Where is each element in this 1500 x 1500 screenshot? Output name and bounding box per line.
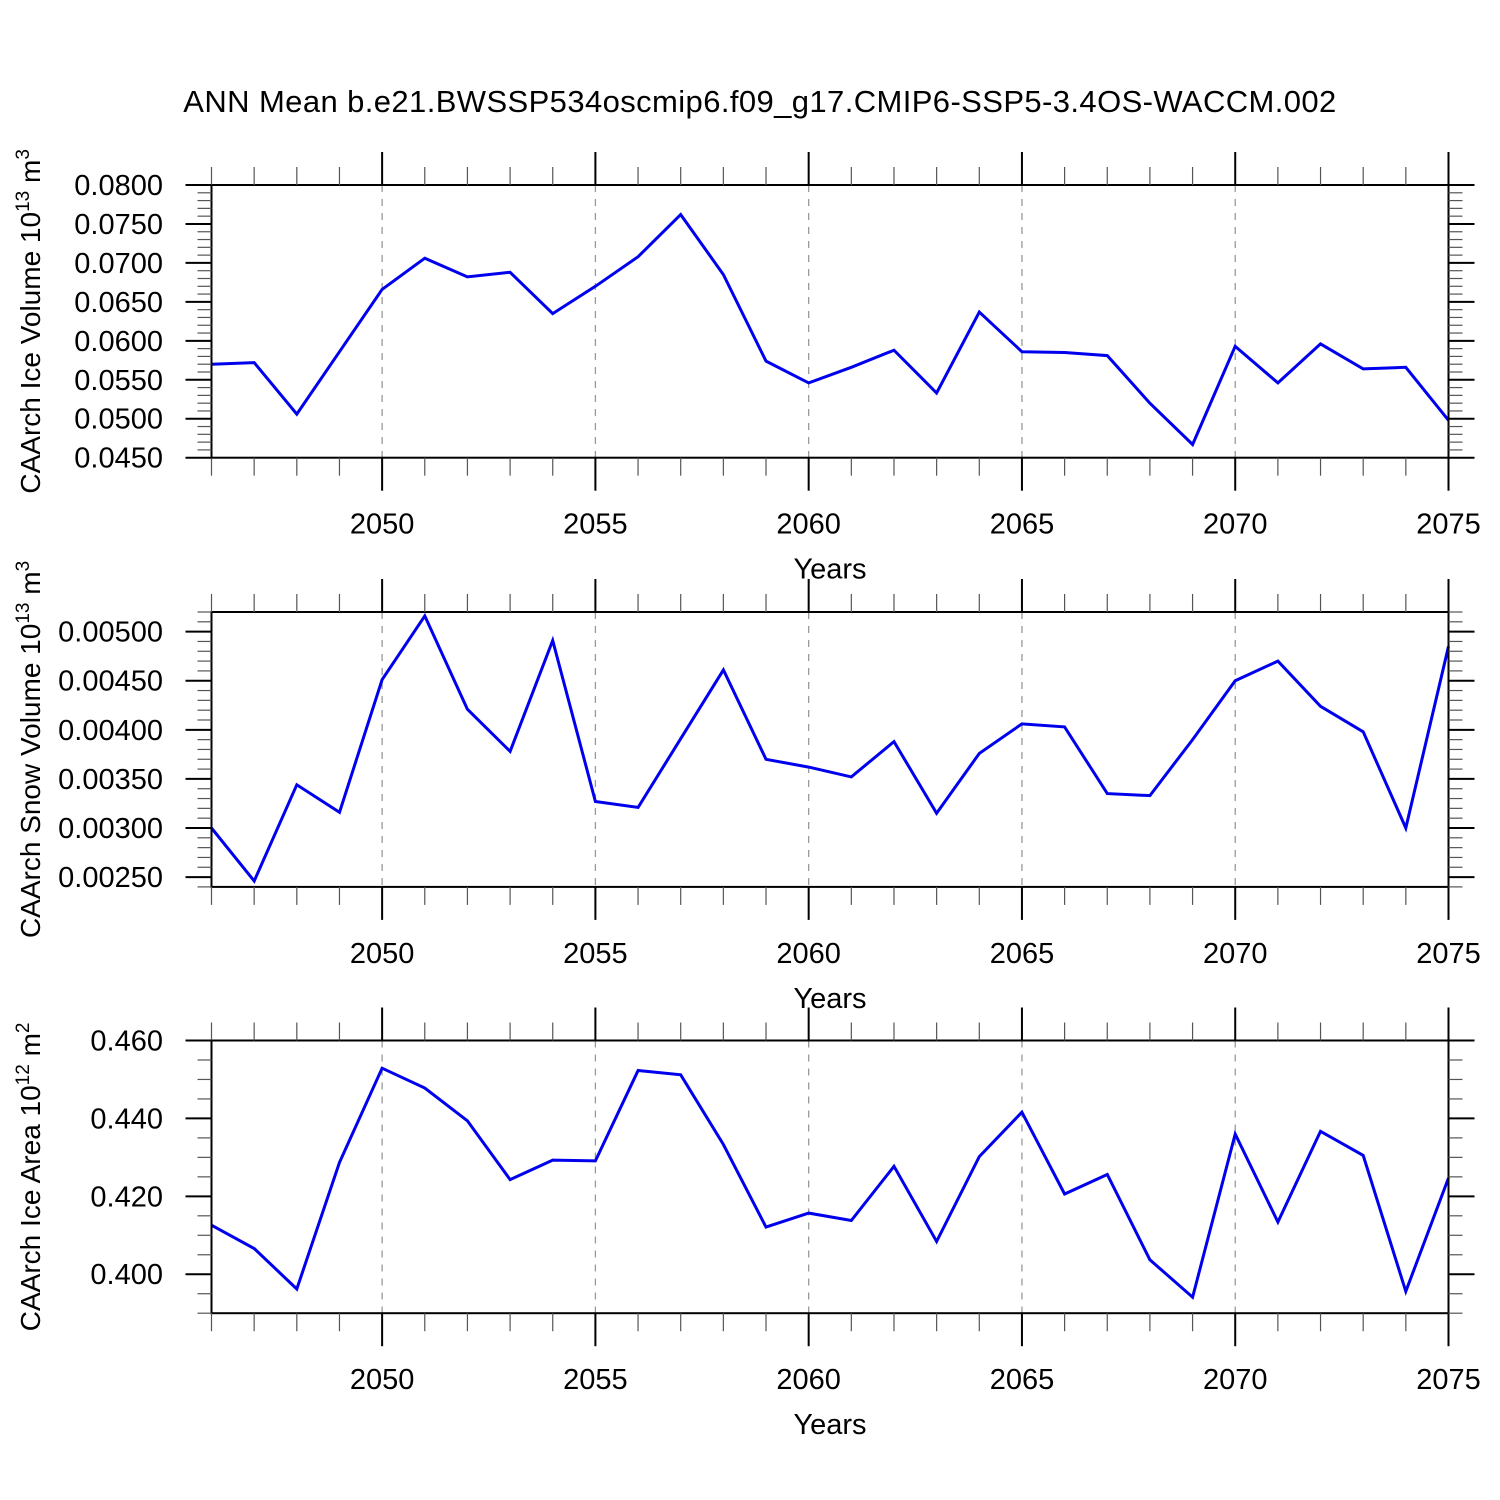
panel-caarch-ice-area: 0.400 0.420 0.440 0.460 2050 2055 2060 2065 2070… bbox=[13, 1007, 1481, 1441]
y-major-ticks bbox=[185, 1039, 1475, 1276]
x-tick-label: 2065 bbox=[990, 1364, 1055, 1396]
x-tick-label: 2050 bbox=[350, 509, 415, 541]
x-tick-label: 2060 bbox=[776, 938, 841, 970]
plot-box bbox=[210, 611, 1450, 888]
y-tick-label: 0.00300 bbox=[58, 813, 163, 845]
y-minor-ticks bbox=[197, 192, 1463, 451]
x-tick-label: 2065 bbox=[990, 509, 1055, 541]
y-major-ticks bbox=[185, 184, 1475, 459]
y-tick-label: 0.0700 bbox=[74, 248, 163, 280]
plot-box bbox=[210, 1039, 1450, 1315]
figure-title: ANN Mean b.e21.BWSSP534oscmip6.f09_g17.C… bbox=[183, 84, 1336, 119]
panels: 0.0450 0.0500 0.0550 0.0600 0.0650 0.0700 0.07… bbox=[13, 149, 1481, 1441]
y-axis-title: CAArch Snow Volume 1013 m3 bbox=[13, 561, 46, 938]
x-minor-ticks bbox=[210, 167, 1407, 476]
panel-caarch-ice-volume: 0.0450 0.0500 0.0550 0.0600 0.0650 0.0700 0.07… bbox=[13, 149, 1481, 586]
y-tick-label: 0.400 bbox=[90, 1259, 163, 1291]
y-major-ticks bbox=[185, 630, 1475, 879]
series-line-caarch-ice-volume bbox=[211, 212, 1450, 448]
x-tick-label: 2075 bbox=[1416, 938, 1481, 970]
x-major-ticks bbox=[381, 579, 1450, 920]
y-tick-label: 0.420 bbox=[90, 1181, 163, 1213]
y-axis-title: CAArch Ice Area 1012 m2 bbox=[13, 1022, 46, 1331]
y-tick-label: 0.460 bbox=[90, 1026, 163, 1058]
x-tick-label: 2065 bbox=[990, 938, 1055, 970]
y-tick-label: 0.00400 bbox=[58, 715, 163, 747]
gridlines bbox=[381, 185, 1236, 458]
y-tick-label: 0.00350 bbox=[58, 764, 163, 796]
panel-caarch-snow-volume: 0.00250 0.00300 0.00350 0.00400 0.00450 0.005… bbox=[13, 561, 1481, 1015]
series-line-caarch-ice-area bbox=[210, 1066, 1450, 1300]
x-tick-label: 2070 bbox=[1203, 938, 1268, 970]
series-line-caarch-snow-volume bbox=[210, 612, 1450, 884]
y-tick-label: 0.0450 bbox=[74, 443, 163, 475]
y-tick-label: 0.0800 bbox=[74, 170, 163, 202]
x-axis-title: Years bbox=[793, 554, 866, 586]
y-minor-ticks bbox=[197, 611, 1463, 888]
y-tick-label: 0.0550 bbox=[74, 365, 163, 397]
x-tick-label: 2055 bbox=[563, 509, 628, 541]
gridlines bbox=[381, 612, 1236, 887]
y-tick-label: 0.0600 bbox=[74, 326, 163, 358]
x-tick-label: 2060 bbox=[776, 509, 841, 541]
y-tick-label: 0.0750 bbox=[74, 209, 163, 241]
x-tick-label: 2055 bbox=[563, 1364, 628, 1396]
gridlines bbox=[381, 1040, 1236, 1314]
y-tick-label: 0.0650 bbox=[74, 287, 163, 319]
y-tick-label: 0.00450 bbox=[58, 666, 163, 698]
x-tick-label: 2060 bbox=[776, 1364, 841, 1396]
x-tick-label: 2070 bbox=[1203, 509, 1268, 541]
y-tick-label: 0.440 bbox=[90, 1103, 163, 1135]
x-tick-label: 2075 bbox=[1416, 1364, 1481, 1396]
x-major-ticks bbox=[381, 1007, 1450, 1347]
y-axis-title: CAArch Ice Volume 1013 m3 bbox=[13, 149, 46, 494]
x-major-ticks bbox=[381, 152, 1450, 491]
x-tick-label: 2070 bbox=[1203, 1364, 1268, 1396]
x-minor-ticks bbox=[210, 594, 1407, 905]
x-axis-title: Years bbox=[793, 983, 866, 1015]
x-tick-label: 2055 bbox=[563, 938, 628, 970]
x-tick-label: 2075 bbox=[1416, 509, 1481, 541]
x-axis-title: Years bbox=[793, 1409, 866, 1441]
x-minor-ticks bbox=[210, 1022, 1407, 1332]
y-tick-label: 0.0500 bbox=[74, 404, 163, 436]
y-minor-ticks bbox=[197, 1059, 1463, 1314]
x-tick-label: 2050 bbox=[350, 1364, 415, 1396]
y-tick-label: 0.00250 bbox=[58, 862, 163, 894]
x-tick-label: 2050 bbox=[350, 938, 415, 970]
plot-box bbox=[210, 184, 1450, 459]
y-tick-label: 0.00500 bbox=[58, 617, 163, 649]
